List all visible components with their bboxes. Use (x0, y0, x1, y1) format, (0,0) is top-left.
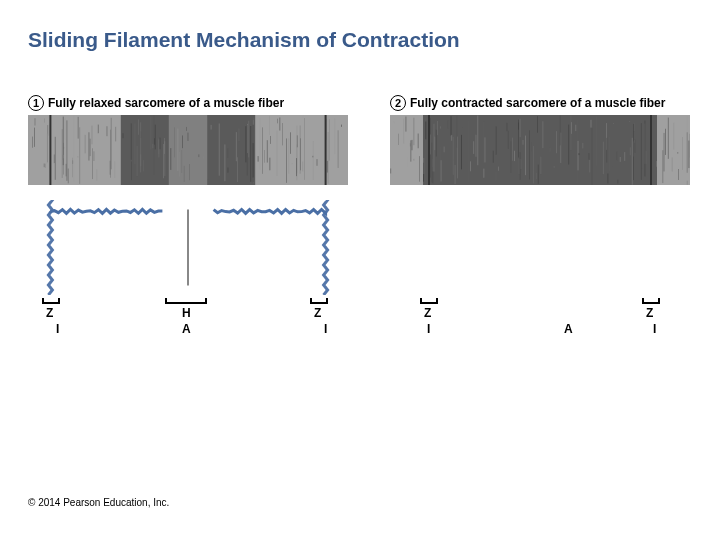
p2-i-right: I (653, 322, 656, 336)
p1-z-left: Z (46, 306, 53, 320)
p2-z-right: Z (646, 306, 653, 320)
panel1-label: 1 Fully relaxed sarcomere of a muscle fi… (28, 95, 284, 111)
page-title: Sliding Filament Mechanism of Contractio… (28, 28, 460, 52)
p1-z-right: Z (314, 306, 321, 320)
panel2-label: 2 Fully contracted sarcomere of a muscle… (390, 95, 665, 111)
panel2-number: 2 (390, 95, 406, 111)
copyright: © 2014 Pearson Education, Inc. (28, 497, 169, 508)
panel2-diagram (390, 200, 690, 295)
p2-a: A (564, 322, 573, 336)
panel1-diagram (28, 200, 348, 295)
panel1-number: 1 (28, 95, 44, 111)
p1-a: A (182, 322, 191, 336)
p1-h: H (182, 306, 191, 320)
p2-i-left: I (427, 322, 430, 336)
panel2-micrograph (390, 115, 690, 185)
p2-z-left: Z (424, 306, 431, 320)
p1-i-right: I (324, 322, 327, 336)
panel1-text: Fully relaxed sarcomere of a muscle fibe… (48, 96, 284, 110)
p1-i-left: I (56, 322, 59, 336)
panel1-micrograph (28, 115, 348, 185)
svg-rect-136 (423, 115, 657, 185)
panel2-text: Fully contracted sarcomere of a muscle f… (410, 96, 665, 110)
